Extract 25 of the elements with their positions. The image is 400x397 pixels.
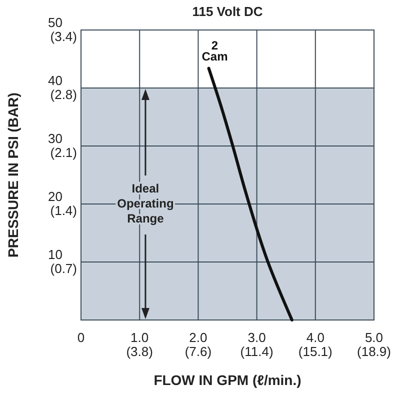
x-tick-label: 2.0: [189, 330, 208, 345]
x2-tick-label: (11.4): [240, 344, 274, 359]
y2-tick-label: (0.7): [50, 261, 77, 276]
y2-tick-label: (1.4): [50, 202, 77, 218]
y-tick-label: 40: [48, 73, 62, 88]
x-tick-label: 5.0: [364, 330, 384, 345]
y2-tick-label: (2.8): [50, 86, 77, 102]
x-tick-label: 0: [77, 330, 85, 345]
x2-tick-label: (15.1): [298, 344, 332, 359]
x2-tick-label: (7.6): [184, 344, 212, 359]
x-tick-label: 4.0: [306, 330, 324, 345]
x2-tick-label: (18.9): [357, 344, 391, 359]
chart-title: 115 Volt DC: [192, 4, 264, 19]
x2-tick-label: (3.8): [126, 344, 153, 359]
y2-tick-label: (2.1): [50, 145, 77, 160]
x-tick-label: 3.0: [248, 330, 266, 345]
y-tick-label: 50: [48, 15, 62, 30]
y-axis-title: PRESSURE IN PSI (BAR): [5, 92, 21, 258]
y-tick-label: 10: [48, 247, 62, 262]
x-axis-title: FLOW IN GPM (ℓ/min.): [154, 372, 302, 388]
series-label: 2 Cam: [202, 38, 228, 64]
x-tick-label: 1.0: [130, 330, 149, 345]
y-tick-label: 20: [48, 189, 62, 204]
y-tick-label: 30: [48, 131, 62, 146]
y2-tick-label: (3.4): [50, 29, 77, 44]
